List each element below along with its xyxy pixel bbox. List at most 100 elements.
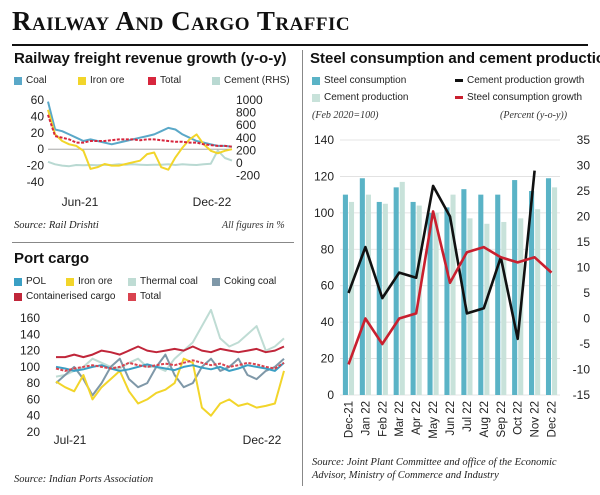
y2-tick-label: 0 bbox=[236, 156, 243, 170]
series-line-iron-ore bbox=[47, 109, 233, 171]
legend-swatch-cement-production bbox=[312, 93, 320, 102]
x-tick-label: Jun 22 bbox=[445, 401, 457, 436]
legend-item-port-iron-ore: Iron ore bbox=[66, 276, 112, 287]
y2-tick-label: 0 bbox=[583, 312, 590, 326]
legend-swatch-cement bbox=[212, 76, 220, 85]
bar-steel-consumption bbox=[393, 187, 399, 395]
bar-steel-consumption bbox=[495, 194, 501, 395]
railway-chart: -40-200204060-20002004006008001000Jun-21… bbox=[27, 93, 263, 209]
y2-tick-label: -15 bbox=[573, 388, 591, 402]
y-tick-label: -20 bbox=[27, 159, 45, 173]
legend-swatch-total bbox=[148, 76, 156, 85]
series-line-cement-rhs- bbox=[47, 149, 233, 168]
x-tick-label: Jun-21 bbox=[62, 195, 99, 209]
legend-swatch-coking-coal bbox=[212, 277, 220, 286]
legend-swatch-port-iron-ore bbox=[66, 277, 74, 286]
bar-steel-consumption bbox=[427, 212, 433, 395]
y2-tick-label: -5 bbox=[579, 337, 590, 351]
legend-label: POL bbox=[26, 276, 47, 287]
x-tick-label: Sep 22 bbox=[496, 401, 508, 437]
series-line-cement-production-growth bbox=[347, 170, 536, 341]
legend-item-containerised: Containerised cargo bbox=[14, 291, 116, 302]
y2-tick-label: 1000 bbox=[236, 93, 263, 107]
legend-label: Coking coal bbox=[224, 276, 277, 287]
legend-item-steel-growth: Steel consumption growth bbox=[455, 92, 582, 103]
legend-label: Steel consumption growth bbox=[467, 92, 583, 103]
x-tick-label: Apr 22 bbox=[411, 401, 423, 435]
x-tick-label: Jul-21 bbox=[54, 433, 87, 447]
legend-swatch-coal bbox=[14, 76, 22, 85]
legend-label: Iron ore bbox=[90, 75, 125, 86]
bar-cement-production bbox=[365, 194, 371, 395]
y-tick-label: 0 bbox=[327, 388, 334, 402]
legend-label: Steel consumption bbox=[324, 75, 407, 86]
legend-item-cement-rhs: Cement (RHS) bbox=[212, 75, 290, 86]
y2-tick-label: -200 bbox=[236, 169, 260, 183]
bar-steel-consumption bbox=[545, 178, 552, 395]
y2-tick-label: 600 bbox=[236, 118, 256, 132]
x-tick-label: Dec-21 bbox=[344, 401, 356, 438]
legend-swatch-pol bbox=[14, 277, 22, 286]
bar-cement-production bbox=[433, 212, 439, 395]
y-tick-label: 120 bbox=[314, 169, 334, 183]
y2-tick-label: 35 bbox=[577, 133, 591, 147]
y-tick-label: 60 bbox=[27, 392, 41, 406]
x-tick-label: Dec 22 bbox=[547, 401, 559, 437]
bar-cement-production bbox=[535, 209, 541, 395]
legend-label: Cement production bbox=[324, 92, 409, 103]
y-tick-label: 100 bbox=[314, 206, 334, 220]
y2-tick-label: 800 bbox=[236, 106, 256, 120]
title-rule bbox=[12, 44, 588, 46]
legend-swatch-port-total bbox=[128, 292, 136, 301]
legend-label: Coal bbox=[26, 75, 47, 86]
series-line-steel-consumption-growth bbox=[347, 210, 553, 365]
legend-item-port-total: Total bbox=[128, 291, 161, 302]
legend-item-iron-ore: Iron ore bbox=[78, 75, 124, 86]
y-tick-label: 20 bbox=[27, 425, 41, 439]
legend-item-pol: POL bbox=[14, 276, 46, 287]
legend-item-total: Total bbox=[148, 75, 181, 86]
legend-label: Thermal coal bbox=[140, 276, 198, 287]
steel-chart-title: Steel consumption and cement production bbox=[310, 50, 600, 67]
y-tick-label: 60 bbox=[31, 93, 45, 107]
series-line-containerised-cargo bbox=[56, 345, 285, 359]
legend-label: Total bbox=[160, 75, 182, 86]
y2-tick-label: 5 bbox=[583, 286, 590, 300]
y-tick-label: 40 bbox=[27, 409, 41, 423]
y2-tick-label: 200 bbox=[236, 143, 256, 157]
x-tick-label: Dec-22 bbox=[243, 433, 282, 447]
y-tick-label: 60 bbox=[321, 279, 335, 293]
x-tick-label: Nov 22 bbox=[530, 401, 542, 437]
port-chart: 20 40 60 80 100 120 140 160 Jul-21 Dec-22 bbox=[20, 308, 285, 447]
railway-note: All figures in % bbox=[222, 220, 285, 231]
steel-chart: 0 20 40 60 80 100 120 140 -15 -10 -5 0 5 10 15 20 25 30 35… bbox=[314, 133, 591, 439]
legend-label: Cement production growth bbox=[467, 75, 585, 86]
y-tick-label: 20 bbox=[321, 352, 335, 366]
steel-source: Source: Joint Plant Committee and office… bbox=[312, 457, 557, 481]
bar-steel-consumption bbox=[376, 201, 382, 395]
series-line-total bbox=[47, 114, 233, 148]
legend-item-thermal-coal: Thermal coal bbox=[128, 276, 198, 287]
legend-item-cement-growth: Cement production growth bbox=[455, 75, 584, 86]
bar-steel-consumption bbox=[512, 180, 518, 395]
railway-chart-title: Railway freight revenue growth (y-o-y) bbox=[14, 50, 287, 67]
x-tick-label: Jul 22 bbox=[462, 401, 474, 432]
y2-tick-label: 25 bbox=[577, 184, 591, 198]
bar-steel-consumption bbox=[342, 194, 348, 395]
legend-swatch-thermal-coal bbox=[128, 277, 136, 286]
legend-item-cement-production: Cement production bbox=[312, 92, 409, 103]
page-title: Railway And Cargo Traffic bbox=[12, 6, 351, 36]
y2-tick-label: 30 bbox=[577, 159, 591, 173]
horizontal-divider bbox=[12, 242, 294, 243]
bar-cement-production bbox=[552, 187, 558, 395]
bar-steel-consumption bbox=[478, 194, 484, 395]
y2-tick-label: 10 bbox=[577, 261, 591, 275]
y-tick-label: 80 bbox=[321, 242, 335, 256]
legend-swatch-cement-growth bbox=[455, 79, 463, 82]
legend-swatch-steel-growth bbox=[455, 96, 463, 99]
legend-swatch-iron-ore bbox=[78, 76, 86, 85]
port-chart-title: Port cargo bbox=[14, 250, 90, 267]
y-tick-label: -40 bbox=[27, 175, 45, 189]
legend-label: Iron ore bbox=[78, 276, 113, 287]
legend-item-coal: Coal bbox=[14, 75, 47, 86]
